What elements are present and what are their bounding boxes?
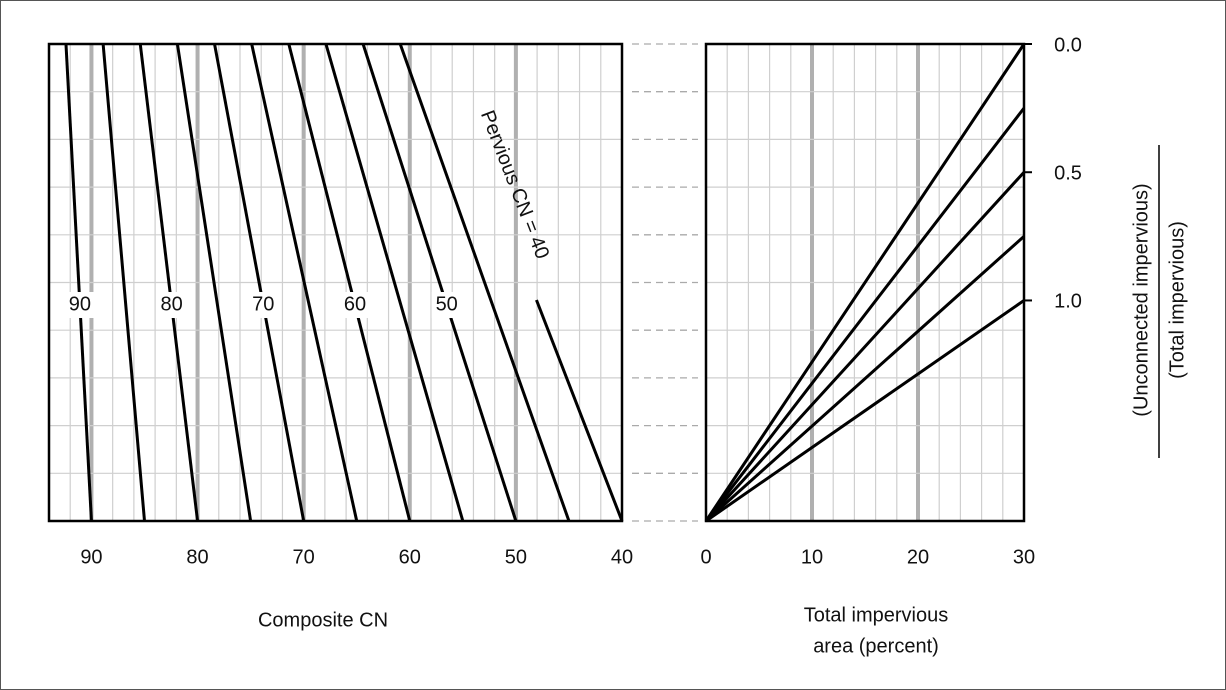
ratio-line [704, 107, 1026, 522]
label-background [156, 292, 187, 318]
x-tick-label: 80 [186, 546, 208, 568]
x-tick-label: 0 [700, 546, 711, 568]
y2-tick-label: 0.0 [1054, 34, 1082, 56]
x-tick-label: 60 [399, 546, 421, 568]
x-tick-label: 90 [80, 546, 102, 568]
y2-tick-label: 1.0 [1054, 291, 1082, 313]
line-label: 50 [436, 293, 458, 315]
label-background [248, 292, 279, 318]
x-axis-label: area (percent) [813, 635, 939, 657]
x-tick-label: 10 [801, 546, 823, 568]
line-label: 80 [160, 293, 182, 315]
ratio-line [704, 235, 1026, 523]
x-tick-label: 70 [293, 546, 315, 568]
label-background [64, 292, 95, 318]
cn-line [64, 43, 93, 522]
cn-line [398, 43, 571, 522]
x-axis-label: Composite CN [258, 609, 388, 631]
cn-line [287, 43, 412, 522]
y2-axis-label-denominator: (Total impervious) [1166, 221, 1188, 379]
plot-frame [704, 42, 1026, 523]
line-label: 70 [252, 293, 274, 315]
x-tick-label: 20 [907, 546, 929, 568]
ratio-line [704, 171, 1026, 523]
cn-line [361, 43, 518, 522]
cn-line [324, 43, 465, 522]
x-tick-label: 30 [1013, 546, 1035, 568]
cn-line [138, 43, 200, 522]
cn-line [101, 43, 146, 522]
line-label: 60 [344, 293, 366, 315]
cn-line [535, 299, 624, 522]
x-axis-label: Total impervious [804, 604, 949, 626]
x-tick-label: 40 [611, 546, 633, 568]
label-background [340, 292, 371, 318]
ratio-line [705, 299, 1025, 523]
y2-axis-label-numerator: (Unconnected impervious) [1130, 183, 1152, 416]
cn-line [213, 43, 306, 522]
cn-line [250, 43, 359, 522]
ratio-line [704, 43, 1026, 522]
cn-line [175, 43, 253, 522]
x-tick-label: 50 [505, 546, 527, 568]
y2-tick-label: 0.5 [1054, 163, 1082, 185]
line-label: 90 [69, 293, 91, 315]
label-background [431, 292, 462, 318]
plot-frame [47, 42, 624, 523]
